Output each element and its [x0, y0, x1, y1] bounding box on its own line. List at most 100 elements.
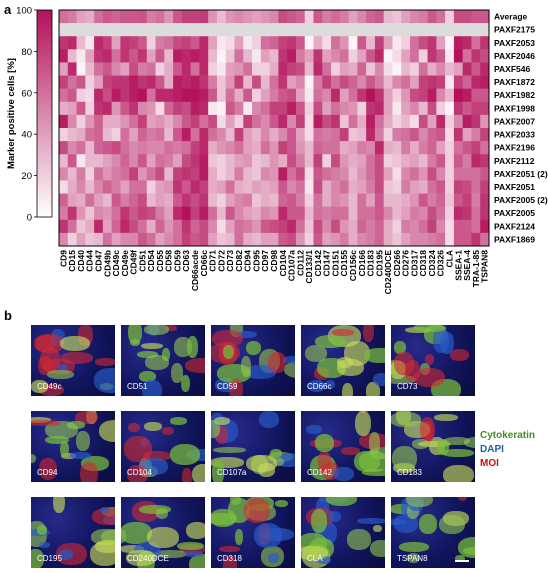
micrograph-label: CD183: [397, 468, 422, 477]
tissue-region: [211, 457, 244, 468]
heatmap-cell: [94, 193, 104, 207]
heatmap-cell: [322, 180, 332, 194]
colorbar-tick-label: 80: [21, 47, 32, 58]
channel-legend-item: MOI: [480, 458, 499, 469]
micrograph-tile: CD49c: [31, 325, 115, 396]
tissue-region: [283, 356, 295, 364]
column-label: CD94: [243, 250, 253, 272]
heatmap-cell: [366, 206, 376, 221]
heatmap-cell: [102, 141, 112, 155]
tissue-region: [137, 351, 158, 358]
column-label: CD166: [357, 250, 367, 277]
heatmap-cell: [216, 206, 227, 221]
heatmap-cell: [392, 167, 402, 181]
row-label: PAXF2196: [494, 143, 535, 153]
column-label: CD240DCE: [383, 250, 393, 295]
heatmap-cell: [208, 232, 218, 247]
heatmap-cell: [313, 101, 323, 116]
heatmap-cell: [331, 141, 341, 155]
heatmap-cell: [436, 36, 446, 50]
tissue-region: [95, 540, 115, 553]
heatmap-cell: [269, 75, 279, 89]
micrograph-tile: CD73: [391, 325, 475, 396]
heatmap-cell: [164, 128, 174, 142]
heatmap-cell: [383, 180, 393, 194]
heatmap-cell: [199, 167, 209, 181]
heatmap-cell: [445, 219, 455, 234]
heatmap-cell: [260, 232, 270, 247]
heatmap-cell: [287, 180, 297, 194]
heatmap-cell: [436, 219, 446, 234]
heatmap-cell: [67, 114, 77, 129]
heatmap-cell: [59, 88, 69, 103]
heatmap-cell: [462, 10, 472, 24]
tissue-region: [455, 555, 465, 562]
heatmap-cell: [155, 36, 165, 50]
heatmap-cell: [480, 10, 490, 24]
heatmap-cell: [374, 101, 384, 116]
column-label: CD73: [225, 250, 235, 272]
column-label: CD15: [67, 250, 77, 272]
heatmap-cell: [410, 154, 420, 168]
heatmap-cell: [59, 167, 69, 181]
heatmap-cell: [287, 193, 297, 207]
tissue-region: [219, 546, 240, 552]
heatmap-cell: [137, 128, 148, 142]
heatmap-cell: [471, 232, 481, 247]
heatmap-cell: [418, 206, 428, 221]
heatmap-cell: [225, 49, 235, 63]
heatmap-cell: [392, 232, 402, 247]
heatmap-cell: [427, 232, 437, 247]
heatmap-cell: [243, 10, 253, 24]
heatmap-cell: [181, 75, 191, 89]
heatmap-cell: [453, 49, 463, 63]
heatmap-cell: [374, 180, 384, 194]
heatmap-cell: [322, 88, 332, 103]
row-label: PAXF546: [494, 64, 530, 74]
heatmap-cell: [278, 75, 288, 89]
heatmap-cell: [129, 128, 139, 142]
heatmap-cell: [418, 193, 428, 207]
micrograph-label: CD66c: [307, 382, 332, 391]
heatmap-cell: [67, 128, 77, 142]
heatmap-cell: [392, 141, 402, 155]
heatmap-cell: [445, 141, 455, 155]
tissue-region: [419, 514, 437, 534]
heatmap-cell: [339, 206, 349, 221]
heatmap-cell: [225, 128, 235, 142]
heatmap-cell: [401, 23, 411, 37]
heatmap-cell: [392, 219, 402, 234]
heatmap-cell: [269, 114, 279, 129]
tissue-region: [170, 444, 200, 465]
column-label: CD49e: [120, 250, 130, 277]
heatmap-cell: [462, 114, 472, 129]
heatmap-cell: [357, 167, 367, 181]
heatmap-cell: [295, 206, 306, 221]
heatmap-cell: [401, 141, 411, 155]
heatmap-cell: [208, 167, 218, 181]
tissue-region: [235, 529, 243, 545]
heatmap-cell: [216, 167, 227, 181]
tissue-region: [414, 368, 445, 387]
heatmap-cell: [59, 219, 69, 234]
tissue-region: [144, 325, 169, 335]
heatmap-cell: [462, 101, 472, 116]
heatmap-cell: [269, 154, 279, 168]
heatmap-cell: [410, 232, 420, 247]
heatmap-cell: [146, 141, 156, 155]
heatmap-cell: [436, 167, 446, 181]
heatmap-cell: [471, 206, 481, 221]
tissue-region: [162, 348, 170, 361]
heatmap-cell: [67, 75, 77, 89]
tissue-region: [284, 361, 295, 378]
heatmap-cell: [208, 219, 218, 234]
heatmap-cell: [278, 180, 288, 194]
tissue-region: [440, 332, 454, 354]
heatmap-cell: [94, 75, 104, 89]
heatmap-cell: [208, 154, 218, 168]
tissue-region: [99, 420, 115, 442]
heatmap-cell: [208, 141, 218, 155]
heatmap-cell: [471, 36, 481, 50]
heatmap-cell: [76, 180, 86, 194]
heatmap-cell: [410, 75, 420, 89]
